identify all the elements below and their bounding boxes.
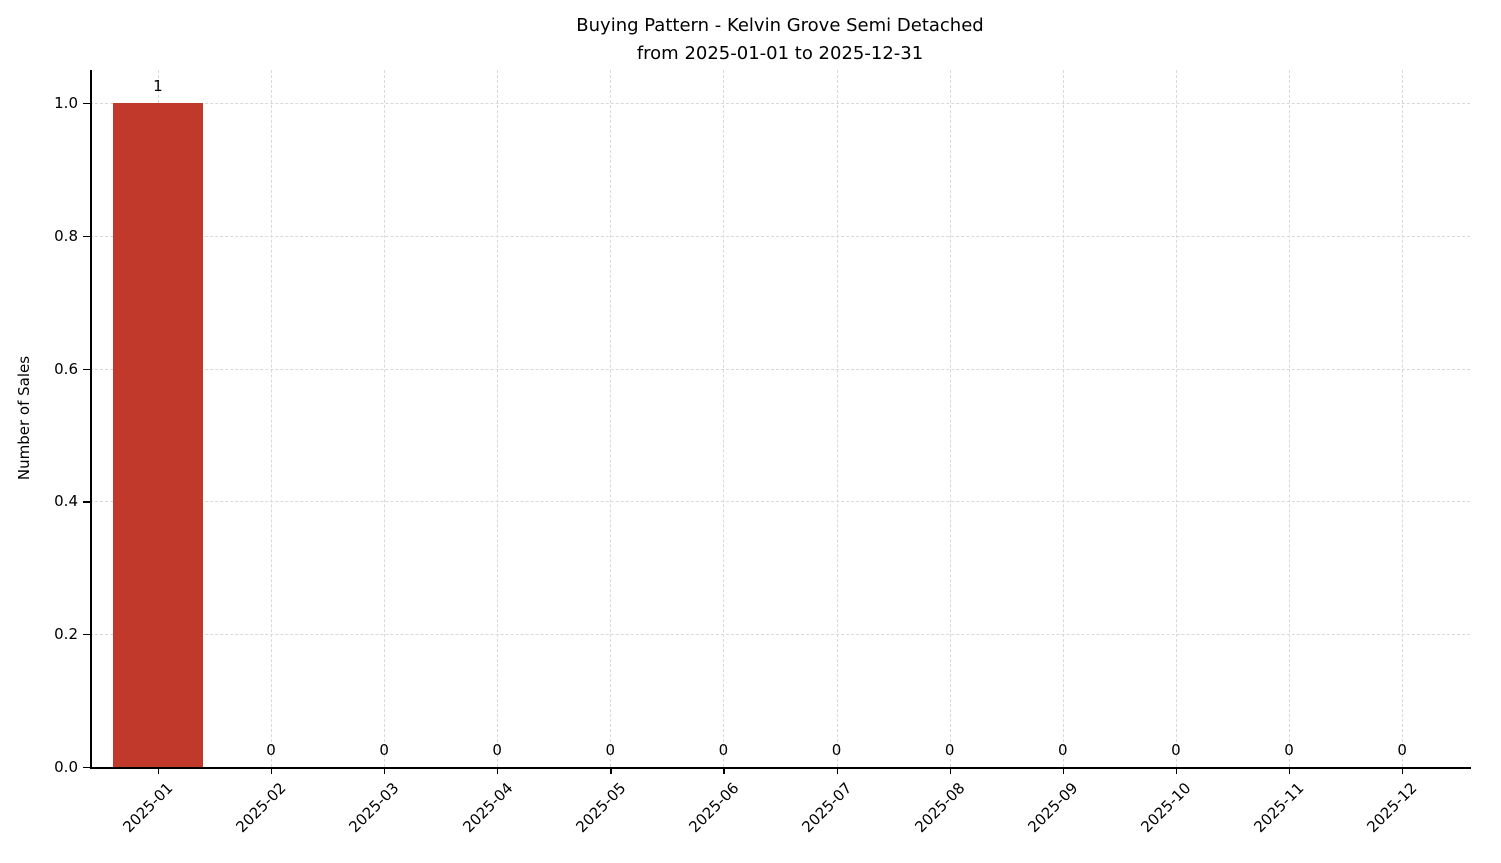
bar-value-label: 0 xyxy=(1284,741,1294,759)
bar-value-label: 0 xyxy=(266,741,276,759)
x-gridline xyxy=(723,70,725,767)
y-tick-label: 1.0 xyxy=(54,94,78,113)
bar-value-label: 0 xyxy=(1058,741,1068,759)
x-tick-mark xyxy=(836,767,838,774)
bar-value-label: 0 xyxy=(1397,741,1407,759)
x-tick-mark xyxy=(157,767,160,774)
x-tick-mark xyxy=(384,767,386,774)
x-tick-label: 2025-03 xyxy=(345,779,403,837)
y-tick-label: 0.4 xyxy=(54,492,78,511)
x-tick-label: 2025-04 xyxy=(458,779,516,837)
y-tick-mark xyxy=(83,767,90,769)
y-gridline xyxy=(90,103,1470,105)
y-gridline xyxy=(90,235,1470,237)
x-tick-mark xyxy=(1289,767,1291,774)
y-tick-label: 0.8 xyxy=(54,226,78,245)
x-gridline xyxy=(497,70,499,767)
y-axis-label: Number of Sales xyxy=(15,355,33,481)
y-tick-mark xyxy=(83,235,90,238)
y-gridline xyxy=(90,501,1470,503)
bar-value-label: 0 xyxy=(379,741,389,759)
y-tick-mark xyxy=(83,501,90,503)
x-gridline xyxy=(384,70,386,767)
x-axis-spine xyxy=(90,767,1471,769)
bar-value-label: 0 xyxy=(1171,741,1181,759)
bar-value-label: 0 xyxy=(944,741,955,759)
x-gridline xyxy=(1175,70,1177,767)
x-tick-mark xyxy=(610,767,612,774)
y-tick-label: 0.0 xyxy=(54,758,78,776)
y-axis-spine xyxy=(90,70,92,768)
chart-title-line2: from 2025-01-01 to 2025-12-31 xyxy=(636,43,924,64)
x-tick-label: 2025-10 xyxy=(1137,779,1195,837)
chart-title: Buying Pattern - Kelvin Grove Semi Detac… xyxy=(90,12,1470,68)
y-tick-mark xyxy=(83,634,90,636)
x-gridline xyxy=(949,70,951,767)
x-tick-mark xyxy=(1175,767,1178,774)
bar-value-label: 0 xyxy=(492,741,502,759)
x-tick-label: 2025-07 xyxy=(798,779,856,837)
bar-value-label: 0 xyxy=(605,741,616,759)
x-gridline xyxy=(1402,70,1404,767)
x-tick-mark xyxy=(1402,767,1404,774)
x-tick-mark xyxy=(723,767,725,774)
chart-title-line1: Buying Pattern - Kelvin Grove Semi Detac… xyxy=(576,15,984,36)
x-tick-label: 2025-06 xyxy=(685,779,743,837)
x-gridline xyxy=(610,70,612,767)
x-tick-label: 2025-09 xyxy=(1024,779,1082,837)
y-tick-label: 0.2 xyxy=(54,625,78,644)
bar-value-label: 0 xyxy=(718,741,729,759)
bar xyxy=(112,103,204,767)
x-tick-mark xyxy=(949,767,951,774)
y-tick-label: 0.6 xyxy=(54,359,78,378)
bar-value-label: 1 xyxy=(153,77,163,96)
bar-value-label: 0 xyxy=(831,741,842,759)
x-tick-label: 2025-08 xyxy=(911,779,969,837)
x-gridline xyxy=(270,70,272,767)
y-tick-mark xyxy=(83,103,90,105)
x-tick-label: 2025-12 xyxy=(1363,779,1421,837)
x-gridline xyxy=(836,70,838,767)
x-tick-label: 2025-11 xyxy=(1250,779,1308,837)
x-tick-mark xyxy=(1062,767,1064,774)
x-tick-label: 2025-01 xyxy=(119,779,177,837)
x-tick-mark xyxy=(497,767,499,774)
x-tick-label: 2025-02 xyxy=(232,779,290,837)
x-gridline xyxy=(1062,70,1064,767)
y-tick-mark xyxy=(83,368,90,370)
x-tick-mark xyxy=(270,767,273,774)
x-gridline xyxy=(1289,70,1291,767)
x-tick-label: 2025-05 xyxy=(572,779,630,837)
y-gridline xyxy=(90,368,1470,370)
y-gridline xyxy=(90,634,1470,636)
